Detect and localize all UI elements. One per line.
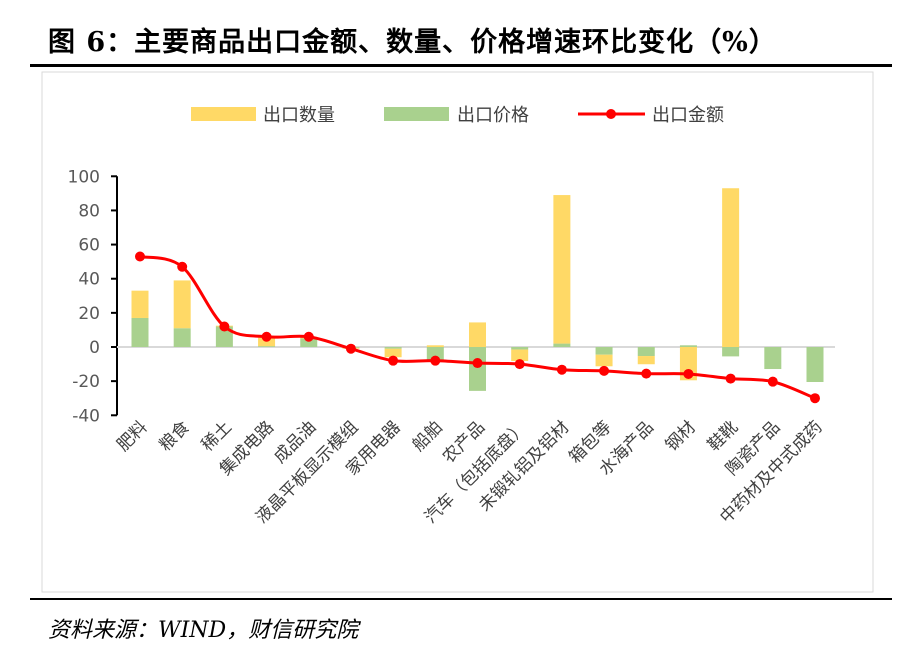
x-tick-label: 钢材	[662, 417, 700, 455]
quantity-bar	[173, 280, 191, 329]
quantity-bar	[469, 322, 486, 347]
legend-price-swatch	[384, 107, 449, 121]
legend-quantity-label: 出口数量	[263, 105, 335, 126]
quantity-bar	[131, 290, 149, 318]
legend-amount-label: 出口金额	[652, 105, 724, 126]
bars	[131, 188, 824, 391]
amount-point	[725, 373, 736, 384]
quantity-bar	[595, 354, 613, 367]
quantity-bar	[258, 337, 276, 347]
amount-point	[810, 393, 820, 404]
price-bar	[300, 338, 318, 347]
price-bar	[806, 347, 824, 382]
amount-point	[683, 368, 694, 379]
amount-point	[641, 368, 652, 379]
price-bar	[637, 347, 655, 357]
amount-point	[599, 365, 610, 376]
amount-point	[303, 331, 314, 342]
bottom-rule	[30, 598, 892, 600]
y-tick-label: -40	[72, 406, 100, 426]
price-bar	[511, 347, 529, 350]
price-bar	[384, 347, 402, 349]
source-note: 资料来源：WIND，财信研究院	[48, 618, 359, 643]
amount-point	[261, 331, 272, 342]
amount-point	[767, 376, 778, 387]
y-tick-label: 60	[78, 236, 100, 256]
amount-point	[430, 355, 441, 366]
price-bar	[679, 345, 697, 347]
price-bar	[722, 347, 740, 357]
quantity-bar	[511, 349, 529, 361]
price-bar	[595, 347, 613, 355]
amount-point	[514, 359, 525, 370]
x-tick-label: 粮食	[156, 417, 194, 455]
price-bar	[764, 347, 782, 370]
chart-frame	[41, 71, 874, 593]
y-tick-label: 80	[78, 201, 100, 221]
price-bar	[173, 328, 191, 347]
quantity-bar	[426, 345, 444, 347]
legend: 出口数量 出口价格 出口金额	[191, 105, 724, 126]
price-bar	[258, 346, 276, 347]
price-bar	[215, 326, 233, 347]
amount-point	[472, 358, 483, 369]
amount-line	[135, 251, 820, 404]
amount-point	[388, 355, 399, 366]
quantity-bar	[722, 188, 740, 347]
y-tick-label: 40	[78, 270, 100, 290]
amount-point	[135, 251, 145, 262]
y-tick-label: 20	[78, 304, 100, 324]
quantity-bar	[553, 195, 571, 344]
y-axis: 100 80 60 40 20 0 -20 -40	[68, 167, 835, 426]
y-tick-label: 0	[89, 338, 100, 358]
top-rule	[30, 64, 892, 67]
price-bar	[131, 317, 149, 347]
amount-point	[219, 321, 230, 332]
amount-point	[177, 261, 188, 272]
quantity-bar	[384, 348, 402, 358]
x-tick-label: 肥料	[113, 417, 151, 455]
legend-amount-marker	[606, 109, 616, 119]
legend-price-label: 出口价格	[457, 105, 529, 126]
quantity-bar	[637, 356, 655, 365]
y-tick-label: 100	[68, 167, 100, 187]
price-bar	[426, 347, 444, 361]
figure-title: 图 6：主要商品出口金额、数量、价格增速环比变化（%）	[48, 27, 777, 58]
price-bar	[469, 347, 486, 391]
price-bar	[553, 343, 571, 347]
y-tick-label: -20	[72, 372, 100, 392]
legend-quantity-swatch	[191, 107, 256, 121]
amount-point	[345, 343, 356, 354]
amount-point	[556, 364, 567, 375]
